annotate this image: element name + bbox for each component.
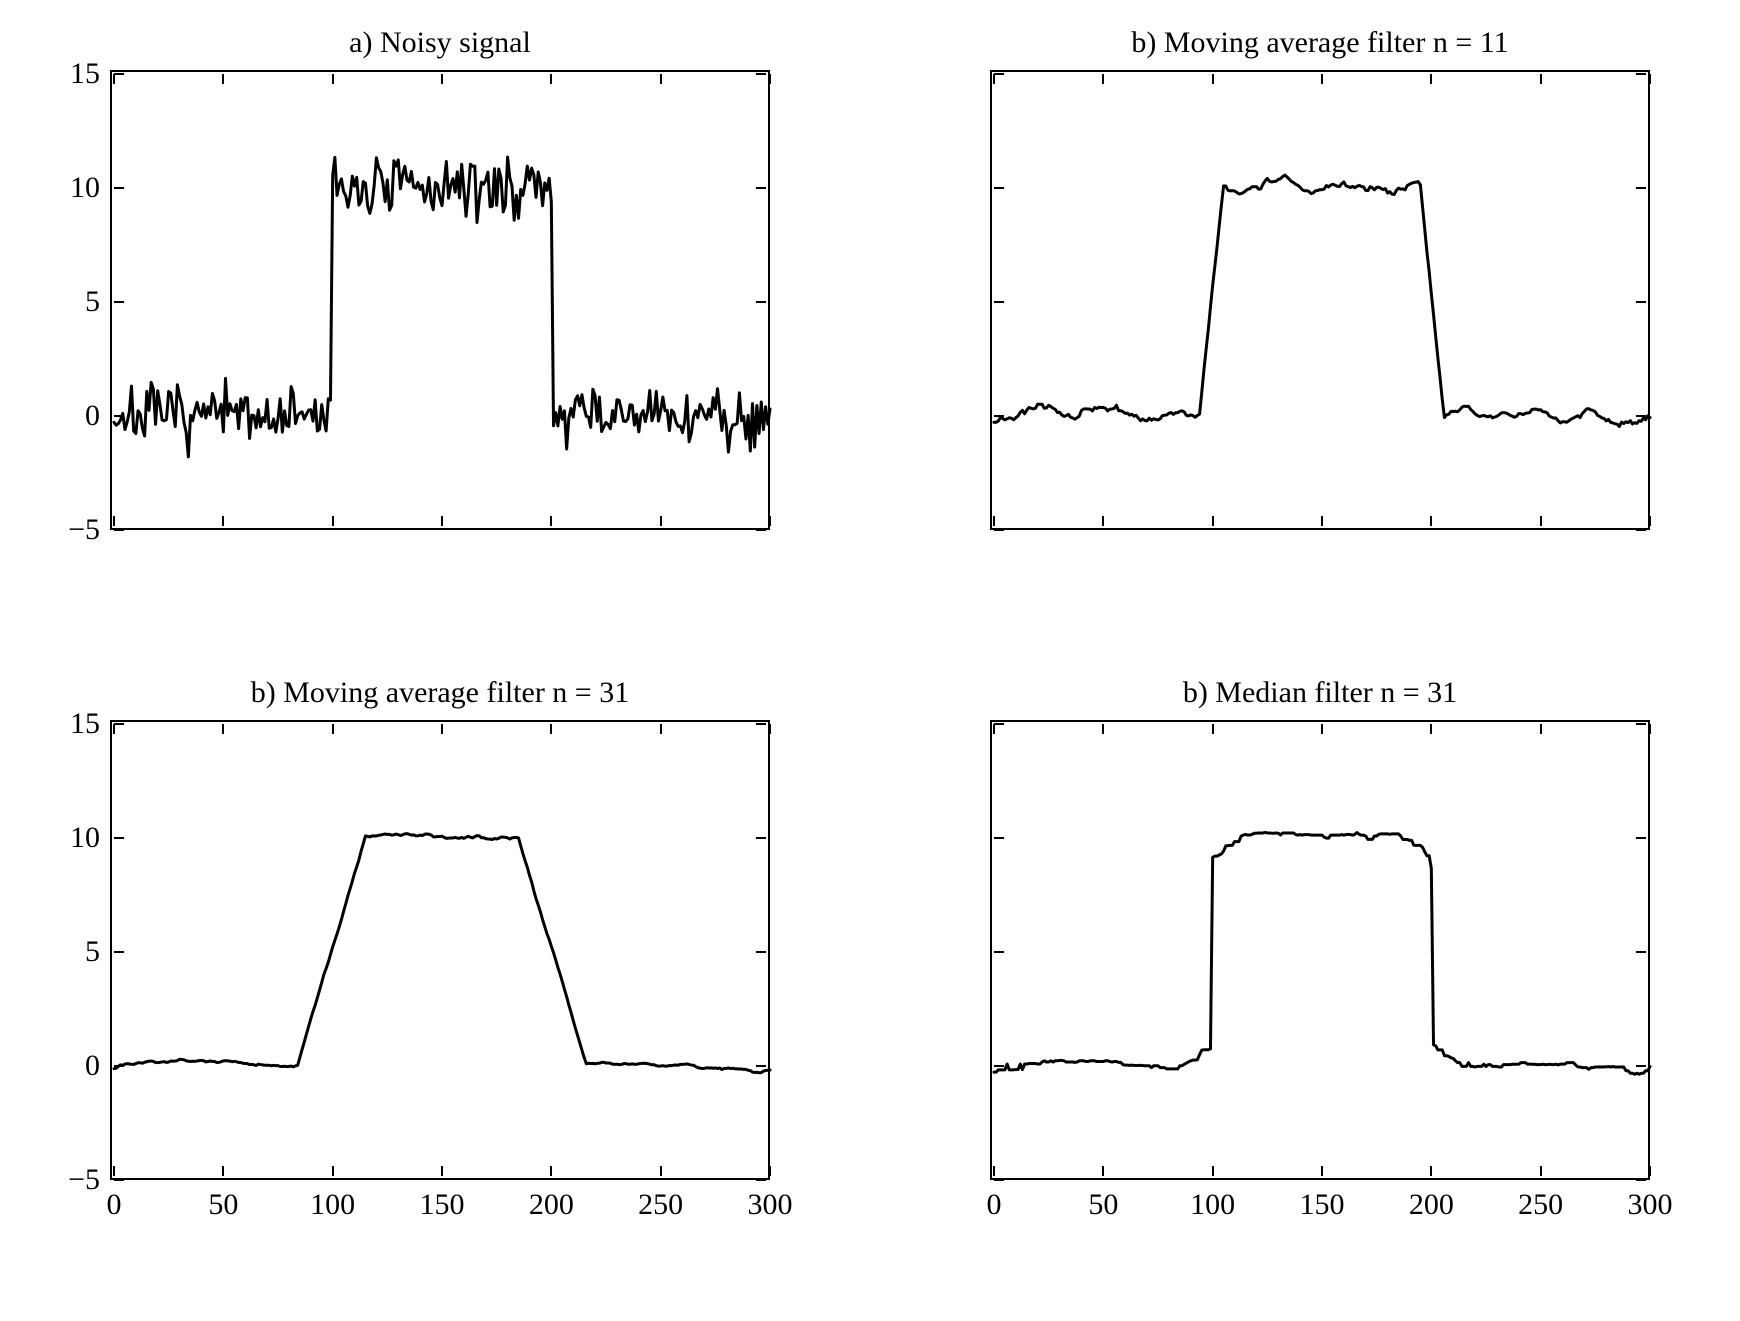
y-tick-label: 0	[85, 399, 112, 433]
x-tick-label: 0	[107, 1178, 122, 1222]
series-line	[112, 72, 772, 532]
panel-title: b) Moving average filter n = 31	[110, 676, 770, 710]
plot-box: −5051015050100150200250300	[110, 720, 770, 1180]
series-line	[992, 722, 1652, 1182]
x-tick-label: 200	[1409, 1178, 1454, 1222]
plot-box	[990, 70, 1650, 530]
series-line	[112, 722, 772, 1182]
figure-container: a) Noisy signal−5051015b) Moving average…	[0, 0, 1740, 1321]
y-tick-label: 10	[70, 171, 112, 205]
y-tick-label: 15	[70, 57, 112, 91]
y-tick-label: 5	[85, 285, 112, 319]
x-tick-label: 150	[1300, 1178, 1345, 1222]
y-tick-label: −5	[68, 1163, 112, 1197]
x-tick-label: 300	[1628, 1178, 1673, 1222]
y-tick-label: 10	[70, 821, 112, 855]
plot-box: 050100150200250300	[990, 720, 1650, 1180]
plot-box: −5051015	[110, 70, 770, 530]
panel-a: a) Noisy signal−5051015	[110, 70, 770, 530]
panel-title: a) Noisy signal	[110, 26, 770, 60]
x-tick-label: 100	[1190, 1178, 1235, 1222]
series-line	[992, 72, 1652, 532]
y-tick-label: 5	[85, 935, 112, 969]
panel-b: b) Moving average filter n = 11	[990, 70, 1650, 530]
panel-d: b) Median filter n = 3105010015020025030…	[990, 720, 1650, 1180]
panel-c: b) Moving average filter n = 31−50510150…	[110, 720, 770, 1180]
x-tick-label: 250	[638, 1178, 683, 1222]
x-tick-label: 50	[208, 1178, 238, 1222]
x-tick-label: 100	[310, 1178, 355, 1222]
panel-title: b) Moving average filter n = 11	[990, 26, 1650, 60]
x-tick-label: 50	[1088, 1178, 1118, 1222]
y-tick-label: 15	[70, 707, 112, 741]
y-tick-label: 0	[85, 1049, 112, 1083]
x-tick-label: 250	[1518, 1178, 1563, 1222]
x-tick-label: 300	[748, 1178, 793, 1222]
x-tick-label: 200	[529, 1178, 574, 1222]
x-tick-label: 0	[987, 1178, 1002, 1222]
x-tick-label: 150	[420, 1178, 465, 1222]
y-tick-label: −5	[68, 513, 112, 547]
panel-title: b) Median filter n = 31	[990, 676, 1650, 710]
